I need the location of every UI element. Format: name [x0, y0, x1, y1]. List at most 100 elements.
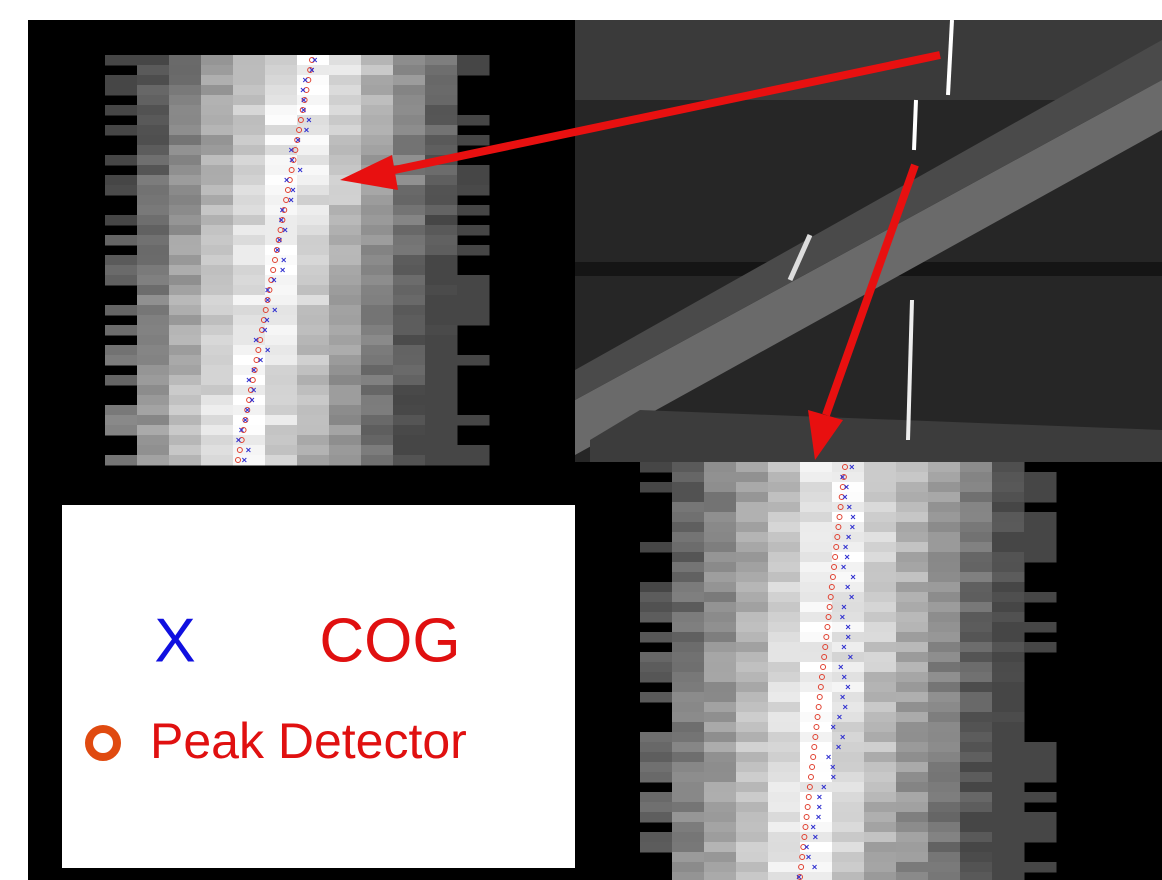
pixel — [768, 602, 801, 613]
pixel — [928, 572, 961, 583]
pixel — [233, 55, 266, 66]
pixel — [800, 692, 833, 703]
pixel — [425, 385, 458, 396]
pixel — [105, 275, 138, 286]
pixel — [393, 185, 426, 196]
pixel — [393, 205, 426, 216]
pixel — [992, 562, 1025, 573]
pixel — [736, 862, 769, 873]
pixel — [105, 185, 138, 196]
pixel — [960, 752, 993, 763]
pixel — [361, 315, 394, 326]
pixel — [832, 762, 865, 773]
pixel — [137, 405, 170, 416]
pixel — [329, 365, 362, 376]
pixel — [457, 55, 490, 66]
pixel — [832, 732, 865, 743]
pixel — [105, 125, 138, 136]
pixel — [672, 502, 705, 513]
pixel — [768, 672, 801, 683]
pixel — [425, 85, 458, 96]
pixel — [704, 462, 737, 473]
pixel — [832, 482, 865, 493]
pixel — [265, 395, 298, 406]
pixel — [329, 295, 362, 306]
pixel — [704, 652, 737, 663]
pixel — [457, 115, 490, 126]
pixel — [201, 215, 234, 226]
pixel — [768, 552, 801, 563]
pixel — [768, 822, 801, 833]
pixel — [960, 472, 993, 483]
pixel — [425, 75, 458, 86]
pixel — [800, 572, 833, 583]
pixel — [329, 195, 362, 206]
pixel — [800, 812, 833, 823]
pixel — [169, 175, 202, 186]
pixel — [768, 702, 801, 713]
pixel — [1024, 522, 1057, 533]
pixel — [960, 582, 993, 593]
pixel — [928, 802, 961, 813]
pixel — [768, 582, 801, 593]
pixel — [672, 822, 705, 833]
pixel — [137, 345, 170, 356]
pixel — [768, 532, 801, 543]
pixel — [329, 145, 362, 156]
pixel — [297, 215, 330, 226]
pixel — [105, 375, 138, 386]
pixel — [896, 512, 929, 523]
pixel — [265, 365, 298, 376]
pixel — [704, 472, 737, 483]
pixel — [297, 335, 330, 346]
pixel — [928, 582, 961, 593]
pixel — [832, 802, 865, 813]
pixel — [201, 335, 234, 346]
pixel — [960, 852, 993, 863]
pixel — [425, 355, 458, 366]
pixel — [425, 105, 458, 116]
pixel — [992, 802, 1025, 813]
pixel — [169, 405, 202, 416]
pixel — [736, 772, 769, 783]
pixel — [992, 752, 1025, 763]
pixel — [201, 435, 234, 446]
pixel — [928, 702, 961, 713]
pixel — [768, 642, 801, 653]
pixel — [736, 682, 769, 693]
pixel — [672, 662, 705, 673]
pixel — [361, 335, 394, 346]
pixel — [928, 792, 961, 803]
pixel — [672, 812, 705, 823]
pixel — [928, 862, 961, 873]
pixel — [105, 455, 138, 466]
pixel — [800, 842, 833, 853]
pixel — [201, 445, 234, 456]
pixel — [457, 65, 490, 76]
pixel — [393, 255, 426, 266]
pixel — [736, 532, 769, 543]
pixel — [928, 742, 961, 753]
pixel — [329, 385, 362, 396]
pixel — [201, 195, 234, 206]
pixel — [800, 622, 833, 633]
pixel — [393, 295, 426, 306]
pixel — [425, 65, 458, 76]
pixel — [704, 842, 737, 853]
pixel — [329, 355, 362, 366]
pixel — [928, 652, 961, 663]
pixel — [169, 115, 202, 126]
pixel — [800, 502, 833, 513]
pixel — [233, 105, 266, 116]
pixel — [201, 55, 234, 66]
pixel — [672, 632, 705, 643]
pixel — [960, 762, 993, 773]
pixel — [800, 792, 833, 803]
pixel — [704, 832, 737, 843]
pixel — [896, 502, 929, 513]
pixel — [960, 782, 993, 793]
pixel — [864, 722, 897, 733]
pixel — [992, 462, 1025, 473]
pixel — [393, 85, 426, 96]
pixel — [864, 532, 897, 543]
